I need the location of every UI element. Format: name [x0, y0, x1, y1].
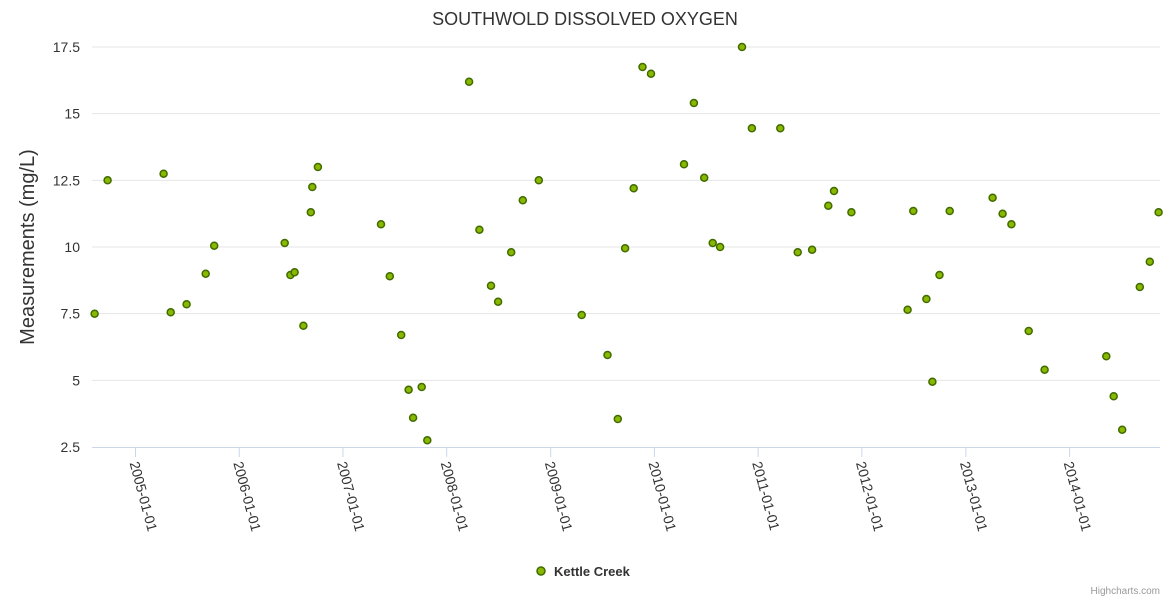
- credits-link[interactable]: Highcharts.com: [1091, 586, 1160, 597]
- data-point[interactable]: [638, 62, 647, 72]
- data-point[interactable]: [475, 225, 484, 234]
- data-point[interactable]: [299, 321, 308, 330]
- data-point[interactable]: [928, 377, 937, 386]
- data-point[interactable]: [715, 242, 725, 252]
- data-point[interactable]: [1145, 257, 1155, 266]
- data-point[interactable]: [935, 270, 944, 280]
- data-point[interactable]: [807, 245, 817, 254]
- data-point[interactable]: [486, 281, 496, 290]
- data-point[interactable]: [1154, 208, 1163, 217]
- data-point[interactable]: [103, 176, 112, 185]
- legend-marker: [536, 566, 546, 576]
- y-tick-label: 7.5: [61, 306, 81, 322]
- data-point[interactable]: [423, 436, 432, 445]
- data-point[interactable]: [679, 160, 689, 169]
- data-point[interactable]: [280, 238, 289, 248]
- x-tick-label: 2014-01-01: [1061, 460, 1095, 534]
- data-point[interactable]: [613, 414, 623, 424]
- data-point[interactable]: [1117, 425, 1127, 434]
- data-point[interactable]: [776, 124, 785, 133]
- data-point[interactable]: [534, 176, 544, 185]
- data-point[interactable]: [922, 294, 931, 304]
- data-point[interactable]: [201, 269, 210, 278]
- data-point[interactable]: [408, 413, 418, 422]
- x-tick-label: 2007-01-01: [334, 460, 368, 534]
- x-tick-label: 2011-01-01: [749, 460, 783, 533]
- data-point[interactable]: [747, 124, 757, 133]
- x-tick-label: 2012-01-01: [853, 460, 887, 534]
- data-point[interactable]: [313, 162, 323, 172]
- data-point[interactable]: [385, 272, 395, 281]
- data-point[interactable]: [909, 206, 918, 216]
- data-point[interactable]: [620, 244, 630, 253]
- y-tick-label: 15: [64, 106, 80, 122]
- data-point[interactable]: [290, 268, 299, 277]
- data-point[interactable]: [493, 297, 503, 306]
- data-point[interactable]: [209, 241, 219, 250]
- data-point[interactable]: [464, 77, 474, 86]
- data-point[interactable]: [417, 382, 426, 392]
- data-point[interactable]: [699, 173, 709, 182]
- data-point[interactable]: [793, 248, 802, 257]
- data-point[interactable]: [646, 69, 656, 78]
- data-point[interactable]: [1102, 352, 1111, 361]
- data-point[interactable]: [404, 385, 413, 394]
- data-point[interactable]: [737, 42, 747, 52]
- chart-title: SOUTHWOLD DISSOLVED OXYGEN: [432, 9, 738, 29]
- data-point[interactable]: [396, 330, 406, 340]
- y-tick-label: 12.5: [53, 172, 80, 188]
- data-point[interactable]: [166, 308, 175, 317]
- x-tick-label: 2010-01-01: [646, 460, 680, 534]
- data-point[interactable]: [376, 220, 386, 229]
- y-axis-ticks: 2.5 5 7.5 10 12.5 15 17.5: [53, 39, 80, 455]
- data-point[interactable]: [603, 350, 612, 360]
- x-tick-label: 2008-01-01: [438, 460, 472, 534]
- x-axis: 2005-01-01 2006-01-01 2007-01-01 2008-01-01…: [92, 447, 1160, 533]
- data-point[interactable]: [182, 300, 191, 309]
- x-tick-label: 2005-01-01: [127, 460, 161, 534]
- data-point[interactable]: [506, 248, 516, 257]
- x-tick-label: 2006-01-01: [230, 460, 264, 534]
- data-point[interactable]: [847, 208, 856, 217]
- data-points: [90, 42, 1163, 445]
- data-point[interactable]: [1109, 392, 1118, 401]
- y-tick-label: 2.5: [61, 439, 81, 455]
- legend-item-kettle-creek[interactable]: Kettle Creek: [554, 564, 631, 579]
- data-point[interactable]: [945, 206, 954, 216]
- data-point[interactable]: [577, 310, 586, 320]
- y-tick-label: 17.5: [53, 39, 80, 55]
- data-point[interactable]: [824, 201, 833, 210]
- data-point[interactable]: [998, 209, 1007, 218]
- data-point[interactable]: [306, 208, 316, 217]
- data-point[interactable]: [903, 305, 912, 314]
- legend[interactable]: Kettle Creek: [536, 564, 631, 579]
- data-point[interactable]: [689, 98, 699, 108]
- x-tick-label: 2013-01-01: [957, 460, 991, 534]
- data-point[interactable]: [1135, 282, 1145, 292]
- data-point[interactable]: [708, 238, 717, 248]
- data-point[interactable]: [159, 169, 168, 178]
- data-point[interactable]: [629, 184, 638, 193]
- data-point[interactable]: [1040, 365, 1049, 374]
- y-tick-label: 5: [72, 372, 80, 388]
- x-tick-label: 2009-01-01: [542, 460, 576, 534]
- data-point[interactable]: [518, 196, 528, 205]
- data-point[interactable]: [1024, 326, 1033, 336]
- y-axis-label: Measurements (mg/L): [17, 149, 39, 345]
- data-point[interactable]: [308, 182, 317, 192]
- y-tick-label: 10: [64, 239, 80, 255]
- data-point[interactable]: [90, 309, 99, 318]
- data-point[interactable]: [829, 186, 839, 196]
- data-point[interactable]: [988, 193, 997, 202]
- data-point[interactable]: [1007, 220, 1016, 229]
